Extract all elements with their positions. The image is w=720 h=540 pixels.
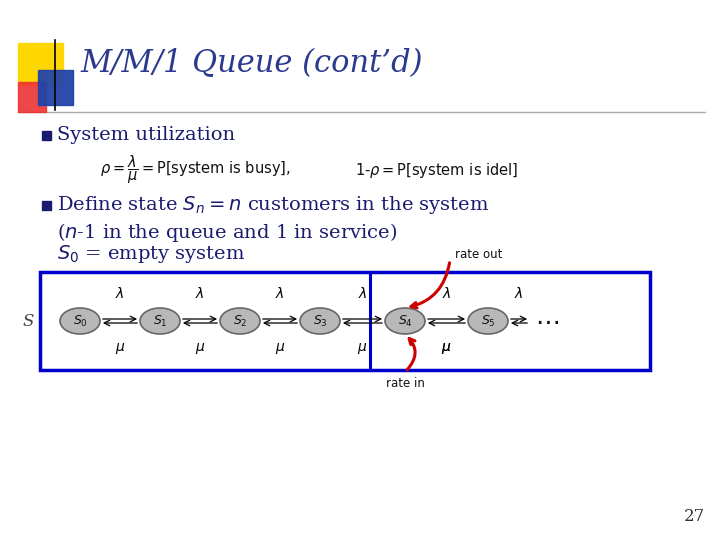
Text: $\mu$: $\mu$ [114, 341, 125, 356]
Text: rate in: rate in [386, 377, 424, 390]
Text: $\lambda$: $\lambda$ [195, 286, 204, 301]
Bar [42, 201, 51, 210]
Text: $S_1$: $S_1$ [153, 313, 167, 328]
Text: $S_5$: $S_5$ [481, 313, 495, 328]
Text: $1\text{-}\rho = \mathrm{P[system\ is\ idel]}$: $1\text{-}\rho = \mathrm{P[system\ is\ i… [355, 160, 518, 179]
Ellipse shape [468, 308, 508, 334]
Text: $\cdots$: $\cdots$ [535, 309, 559, 333]
Text: $\mu$: $\mu$ [195, 341, 205, 356]
Ellipse shape [385, 308, 425, 334]
Text: $\rho = \dfrac{\lambda}{\mu}$$= \mathrm{P[system\ is\ busy],}$: $\rho = \dfrac{\lambda}{\mu}$$= \mathrm{… [100, 154, 291, 186]
Text: $\lambda$: $\lambda$ [115, 286, 125, 301]
Text: $\mu$: $\mu$ [441, 341, 451, 356]
FancyBboxPatch shape [40, 272, 650, 370]
Text: $\lambda$: $\lambda$ [514, 286, 523, 301]
Ellipse shape [300, 308, 340, 334]
Text: $S_0$ = empty system: $S_0$ = empty system [57, 243, 246, 265]
Bar [18, 43, 63, 85]
Bar [38, 70, 73, 105]
Text: $\lambda$: $\lambda$ [358, 286, 367, 301]
Text: System utilization: System utilization [57, 126, 235, 145]
Ellipse shape [220, 308, 260, 334]
Text: M/M/1 Queue (cont’d): M/M/1 Queue (cont’d) [80, 49, 423, 79]
Text: $S_4$: $S_4$ [397, 313, 413, 328]
Text: $\mu$: $\mu$ [441, 341, 451, 356]
Text: $\mu$: $\mu$ [275, 341, 285, 356]
Text: ($n$-1 in the queue and 1 in service): ($n$-1 in the queue and 1 in service) [57, 220, 397, 244]
Ellipse shape [60, 308, 100, 334]
Text: Define state $S_n = n$ customers in the system: Define state $S_n = n$ customers in the … [57, 194, 489, 217]
Bar [42, 131, 51, 140]
Text: rate out: rate out [455, 248, 503, 261]
Text: $S_2$: $S_2$ [233, 313, 247, 328]
Text: $\lambda$: $\lambda$ [442, 286, 451, 301]
Text: $S_0$: $S_0$ [73, 313, 87, 328]
Ellipse shape [140, 308, 180, 334]
Text: $\mu$: $\mu$ [357, 341, 368, 356]
Bar [18, 82, 46, 112]
Text: 27: 27 [684, 508, 705, 525]
Text: $\lambda$: $\lambda$ [275, 286, 284, 301]
Text: $S_3$: $S_3$ [312, 313, 328, 328]
Text: S: S [22, 313, 34, 329]
